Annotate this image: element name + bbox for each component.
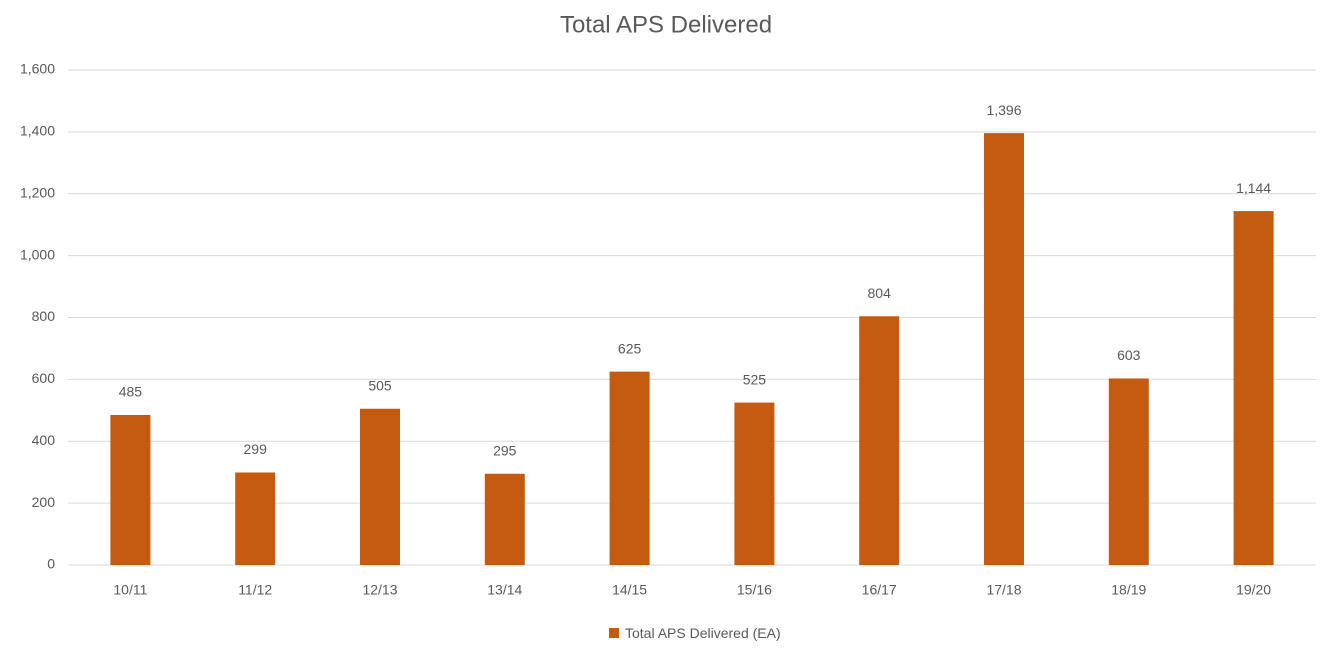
data-label: 295: [493, 442, 517, 458]
data-label: 625: [618, 340, 642, 356]
chart-title: Total APS Delivered: [560, 11, 772, 38]
legend-swatch: [609, 628, 619, 638]
legend: Total APS Delivered (EA): [609, 624, 795, 646]
x-tick-label: 10/11: [113, 582, 147, 598]
data-label: 299: [244, 441, 268, 457]
y-tick-label: 1,000: [20, 246, 55, 262]
x-tick-label: 15/16: [737, 582, 772, 598]
x-tick-label: 17/18: [986, 582, 1021, 598]
bar: [609, 371, 650, 565]
y-tick-label: 800: [32, 308, 56, 324]
data-label: 505: [368, 377, 392, 393]
x-tick-label: 12/13: [362, 582, 397, 598]
bar: [360, 408, 400, 565]
x-tick-label: 16/17: [862, 582, 897, 598]
data-label: 1,144: [1236, 180, 1271, 196]
data-label: 804: [868, 285, 892, 301]
y-tick-label: 1,400: [20, 123, 55, 139]
bar: [859, 316, 900, 565]
legend-label: Total APS Delivered (EA): [625, 625, 781, 641]
x-tick-label: 13/14: [487, 582, 522, 598]
bar: [484, 473, 525, 565]
data-label: 485: [119, 384, 143, 400]
bar: [1108, 378, 1149, 565]
data-label: 603: [1117, 347, 1141, 363]
data-label: 1,396: [986, 102, 1021, 118]
y-tick-label: 1,600: [20, 61, 55, 77]
bar: [984, 133, 1024, 566]
y-tick-label: 1,200: [20, 184, 55, 200]
data-label: 525: [743, 371, 767, 387]
y-tick-label: 400: [32, 432, 56, 448]
y-tick-label: 200: [32, 494, 56, 510]
bar: [734, 402, 775, 565]
bar: [110, 414, 151, 565]
x-tick-label: 19/20: [1236, 582, 1271, 598]
x-tick-label: 18/19: [1111, 582, 1146, 598]
x-tick-label: 14/15: [612, 582, 647, 598]
bar: [235, 472, 276, 565]
x-tick-label: 11/12: [238, 582, 272, 598]
y-tick-label: 600: [32, 370, 56, 386]
y-tick-label: 0: [47, 556, 55, 572]
bar: [1233, 211, 1274, 565]
chart: Total APS Delivered 0 200 400 600 800 1,000 1,…: [20, 11, 1316, 598]
